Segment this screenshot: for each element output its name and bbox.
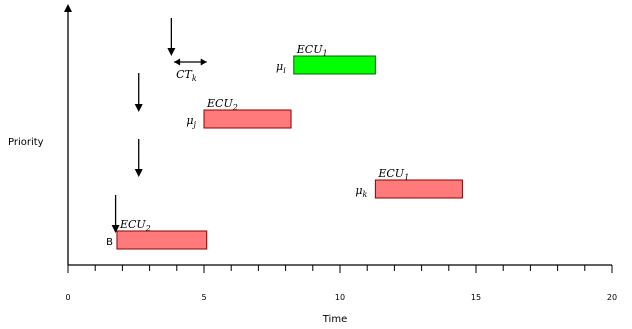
interval-marker: CTk — [174, 58, 207, 83]
x-tick-label: 5 — [201, 293, 206, 302]
task-bar — [374, 179, 463, 199]
task-label: B — [106, 237, 113, 248]
ecu-label: ECU1 — [377, 167, 409, 182]
ecu-label: ECU1 — [296, 43, 328, 58]
interval-arrowhead — [200, 58, 207, 66]
x-axis-tick-labels: 0 5 10 15 20 — [65, 293, 617, 302]
task-bar — [116, 230, 208, 250]
x-tick-label: 15 — [471, 293, 481, 302]
x-tick-label: 20 — [607, 293, 617, 302]
task-bars: ECU1 μi ECU2 μj ECU1 μk ECU2 B — [106, 43, 463, 250]
task-bar — [203, 109, 292, 129]
task-bar — [293, 55, 376, 75]
task-label: μk — [355, 184, 367, 199]
release-arrows — [111, 18, 176, 233]
ecu-label: ECU2 — [206, 97, 238, 112]
x-axis-ticks — [67, 265, 613, 273]
x-tick-label: 0 — [65, 293, 70, 302]
interval-arrowhead — [174, 58, 181, 66]
ecu-label: ECU2 — [119, 218, 151, 233]
x-tick-label: 10 — [335, 293, 345, 302]
interval-label: CTk — [176, 68, 197, 83]
x-axis-label: Time — [322, 314, 347, 325]
task-label: μj — [186, 114, 196, 129]
y-axis-label: Priority — [8, 137, 44, 148]
task-label: μi — [276, 60, 286, 75]
